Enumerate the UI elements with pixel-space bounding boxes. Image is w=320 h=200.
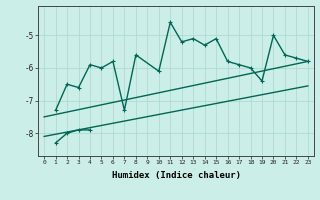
X-axis label: Humidex (Indice chaleur): Humidex (Indice chaleur) xyxy=(111,171,241,180)
